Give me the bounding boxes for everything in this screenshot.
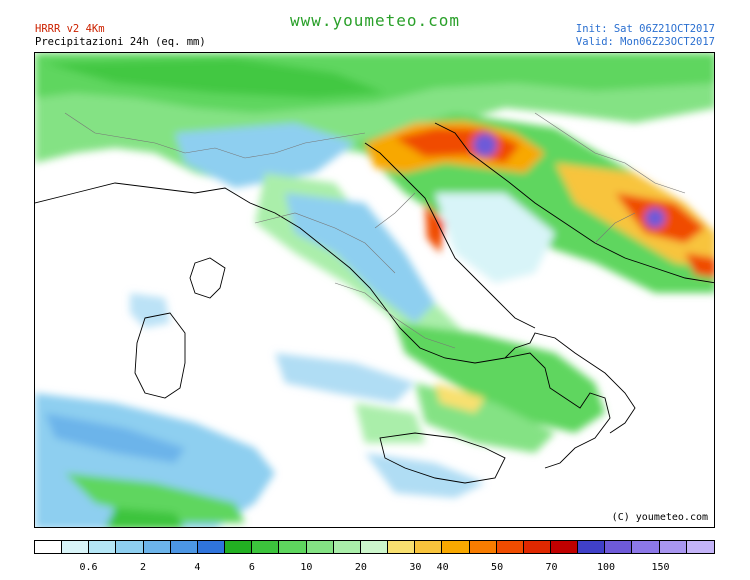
legend-swatch — [659, 541, 687, 553]
legend-label: 40 — [436, 562, 449, 573]
init-time: Init: Sat 06Z21OCT2017 — [575, 23, 715, 35]
legend-swatch — [360, 541, 389, 553]
legend-label: 6 — [248, 562, 255, 573]
legend-swatch — [523, 541, 551, 553]
legend-label: 20 — [354, 562, 367, 573]
valid-time: Valid: Mon06Z23OCT2017 — [575, 36, 715, 48]
product-label: Precipitazioni 24h (eq. mm) — [35, 36, 206, 48]
legend-label: 150 — [651, 562, 670, 573]
legend-swatch — [333, 541, 361, 553]
precipitation-map: (C) youmeteo.com — [34, 52, 715, 528]
legend-label: 0.6 — [79, 562, 98, 573]
legend-label: 30 — [409, 562, 422, 573]
model-label: HRRR v2 4Km — [35, 23, 105, 35]
legend-swatch — [306, 541, 334, 553]
legend-swatch — [170, 541, 198, 553]
legend-swatch — [550, 541, 579, 553]
legend-label: 2 — [139, 562, 146, 573]
map-copyright: (C) youmeteo.com — [611, 512, 708, 523]
legend-swatch — [388, 541, 416, 553]
legend-label: 50 — [491, 562, 504, 573]
legend-swatch — [469, 541, 497, 553]
coastlines — [35, 122, 714, 484]
legend-swatch — [605, 541, 633, 553]
legend-swatch — [225, 541, 253, 553]
legend-swatch — [442, 541, 470, 553]
color-scale — [34, 540, 715, 554]
legend-label: 70 — [545, 562, 558, 573]
legend-swatch — [496, 541, 524, 553]
legend-label: 100 — [597, 562, 616, 573]
legend-swatch — [252, 541, 280, 553]
legend-swatch — [197, 541, 226, 553]
legend-swatch — [62, 541, 90, 553]
legend-label: 10 — [300, 562, 313, 573]
legend-swatch — [35, 541, 63, 553]
legend-swatch — [143, 541, 171, 553]
map-graphic — [35, 53, 714, 527]
site-title[interactable]: www.youmeteo.com — [289, 11, 461, 30]
legend-swatch — [89, 541, 117, 553]
legend-label: 4 — [194, 562, 201, 573]
precipitation-field — [35, 53, 714, 527]
legend-swatch — [279, 541, 307, 553]
legend-swatch — [686, 541, 714, 553]
legend-swatch — [116, 541, 144, 553]
borders — [64, 112, 686, 349]
legend-swatch — [578, 541, 606, 553]
legend-swatch — [415, 541, 443, 553]
legend-swatch — [632, 541, 660, 553]
